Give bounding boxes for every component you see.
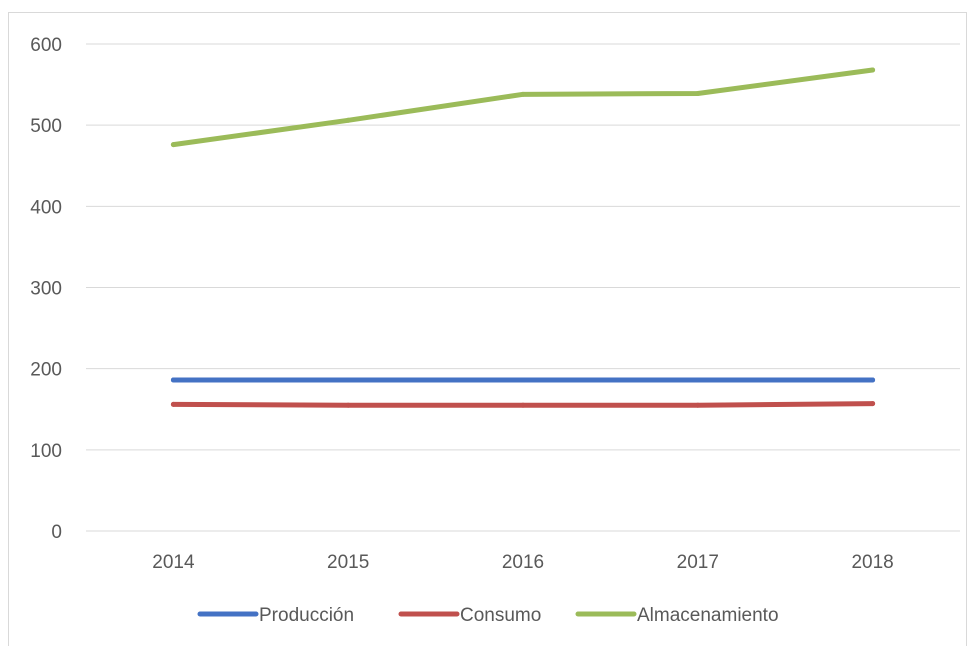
y-tick-label: 400 (30, 197, 62, 218)
data-point (870, 377, 876, 383)
legend-label-consumo: Consumo (460, 605, 541, 626)
data-point (170, 377, 176, 383)
x-tick-label: 2015 (327, 552, 369, 573)
y-tick-label: 100 (30, 441, 62, 462)
data-point (170, 401, 176, 407)
data-point (345, 402, 351, 408)
y-tick-label: 300 (30, 279, 62, 300)
y-axis-tick-labels: 0 100 200 300 400 500 600 (30, 35, 62, 543)
y-tick-label: 200 (30, 360, 62, 381)
series-line-almacenamiento (170, 67, 876, 148)
legend-label-almacenamiento: Almacenamiento (637, 605, 779, 626)
x-tick-label: 2016 (502, 552, 544, 573)
data-point (520, 402, 526, 408)
x-tick-label: 2018 (851, 552, 893, 573)
data-point (345, 377, 351, 383)
x-axis-tick-labels: 2014 2015 2016 2017 2018 (152, 552, 893, 573)
y-tick-label: 500 (30, 116, 62, 137)
legend: Producción Consumo Almacenamiento (197, 605, 779, 626)
data-point (520, 377, 526, 383)
data-point (695, 377, 701, 383)
data-point (170, 142, 176, 148)
y-tick-label: 600 (30, 35, 62, 56)
data-point (520, 91, 526, 97)
chart-frame (8, 12, 967, 646)
y-tick-label: 0 (51, 522, 62, 543)
data-point (695, 402, 701, 408)
data-point (345, 117, 351, 123)
series-lines (170, 67, 876, 408)
data-point (870, 401, 876, 407)
data-point (695, 91, 701, 97)
grid-lines (86, 43, 960, 532)
x-tick-label: 2014 (152, 552, 195, 573)
x-tick-label: 2017 (677, 552, 719, 573)
legend-label-produccion: Producción (259, 605, 354, 626)
data-point (870, 67, 876, 73)
